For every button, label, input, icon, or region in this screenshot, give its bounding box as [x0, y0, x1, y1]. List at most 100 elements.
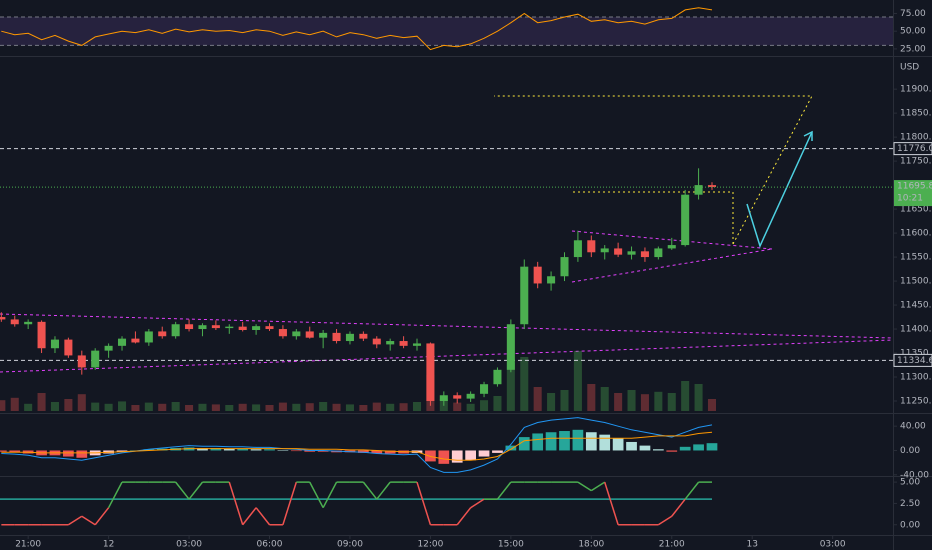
histogram-bar [679, 446, 691, 451]
volume-bar [91, 402, 100, 411]
last-price-label: 11695.86 [897, 182, 932, 192]
price-label-bg [893, 353, 932, 367]
histogram-bar [9, 450, 21, 453]
volume-bar [372, 402, 381, 411]
candle-body [252, 326, 261, 330]
volume-bar [480, 400, 489, 411]
candle-body [493, 369, 502, 385]
candle-body [131, 338, 140, 343]
histogram-bar [693, 444, 704, 451]
y-tick-label: 25.00 [900, 44, 926, 54]
candle-body [654, 248, 663, 258]
countdown: 10:21 [897, 194, 923, 204]
histogram-bar [478, 450, 490, 457]
volume-bar [520, 357, 529, 411]
volume-bar [225, 405, 234, 411]
volume-bar [292, 403, 301, 411]
volume-bar [158, 403, 167, 411]
histogram-bar [237, 448, 249, 451]
candle-body [681, 194, 690, 246]
y-tick-label: 11650.00 [900, 205, 932, 215]
candle-body [345, 333, 354, 342]
histogram-bar [572, 429, 584, 451]
indicator-segment [282, 481, 298, 525]
indicator-segment [496, 481, 512, 500]
drawings [0, 95, 894, 373]
candle-body [372, 338, 381, 345]
candle-body [640, 251, 649, 258]
y-tick-label: 11500.00 [900, 277, 932, 287]
volume-bar [681, 381, 690, 411]
indicator-segment [228, 481, 244, 525]
currency: USD [900, 63, 919, 73]
volume-bar [104, 403, 113, 411]
volume-bar [533, 387, 542, 411]
arrow-head [803, 130, 813, 141]
candle-body [117, 338, 127, 346]
volume-bar [198, 403, 207, 411]
volume-bar [332, 403, 341, 411]
volume-bar [171, 402, 180, 411]
volume-bar [50, 402, 59, 411]
histogram-bar [612, 438, 624, 451]
indicator-segment [604, 481, 619, 525]
candle-body [694, 185, 703, 195]
histogram-bar [492, 450, 503, 453]
histogram-bar [585, 432, 597, 451]
volume-bar [694, 384, 703, 411]
signal-line [1, 431, 713, 461]
y-tick-label: 11850.00 [900, 109, 932, 119]
candle-body [359, 333, 368, 339]
volume-bar [0, 400, 6, 411]
volume-bar [345, 404, 354, 411]
candle-body [265, 326, 274, 330]
projection [570, 191, 734, 244]
candle-body [600, 248, 609, 253]
x-tick-label: 09:00 [337, 540, 363, 550]
x-tick-label: 12 [103, 540, 114, 550]
projection [494, 95, 813, 245]
indicator-segment [456, 507, 472, 526]
rsi-band [0, 17, 893, 46]
candle-body [144, 331, 153, 343]
volume-bar [359, 405, 368, 411]
volume-bar [238, 403, 247, 411]
candle-body [77, 355, 86, 368]
candle-body [480, 384, 489, 394]
volume-bar [24, 403, 33, 411]
candle-body [278, 329, 287, 337]
indicator-segment [309, 481, 324, 509]
trend-line [0, 313, 894, 339]
indicator-segment [81, 515, 96, 526]
y-tick-label: -40.00 [900, 470, 929, 480]
y-tick-label: 11550.00 [900, 253, 932, 263]
y-tick-label: 11300.00 [900, 373, 932, 383]
y-tick-label: 11350.00 [900, 349, 932, 359]
x-tick-label: 06:00 [257, 540, 283, 550]
indicator-segment [107, 481, 123, 509]
y-tick-label: 75.00 [900, 9, 926, 19]
histogram-bar [197, 448, 208, 451]
candle-body [573, 240, 582, 258]
indicator-segment [577, 481, 592, 492]
candle-body [292, 331, 301, 337]
y-tick-label: 5.00 [900, 478, 920, 488]
histogram-bar [545, 432, 557, 451]
candle-body [158, 331, 167, 337]
indicator-segment [242, 507, 257, 526]
histogram-bar [639, 445, 651, 451]
y-tick-label: 11750.00 [900, 157, 932, 167]
volume-bar [211, 404, 220, 411]
x-tick-label: 18:00 [578, 540, 604, 550]
histogram-bar [250, 449, 262, 451]
volume-bar [547, 393, 556, 411]
y-tick-label: 11250.00 [900, 397, 932, 407]
histogram-bar [76, 450, 88, 458]
histogram-bar [277, 450, 289, 451]
histogram-bar [626, 441, 637, 451]
candle-body [319, 332, 328, 338]
trend-line [0, 339, 894, 373]
indicator-segment [590, 481, 606, 492]
histogram-bar [425, 450, 436, 462]
